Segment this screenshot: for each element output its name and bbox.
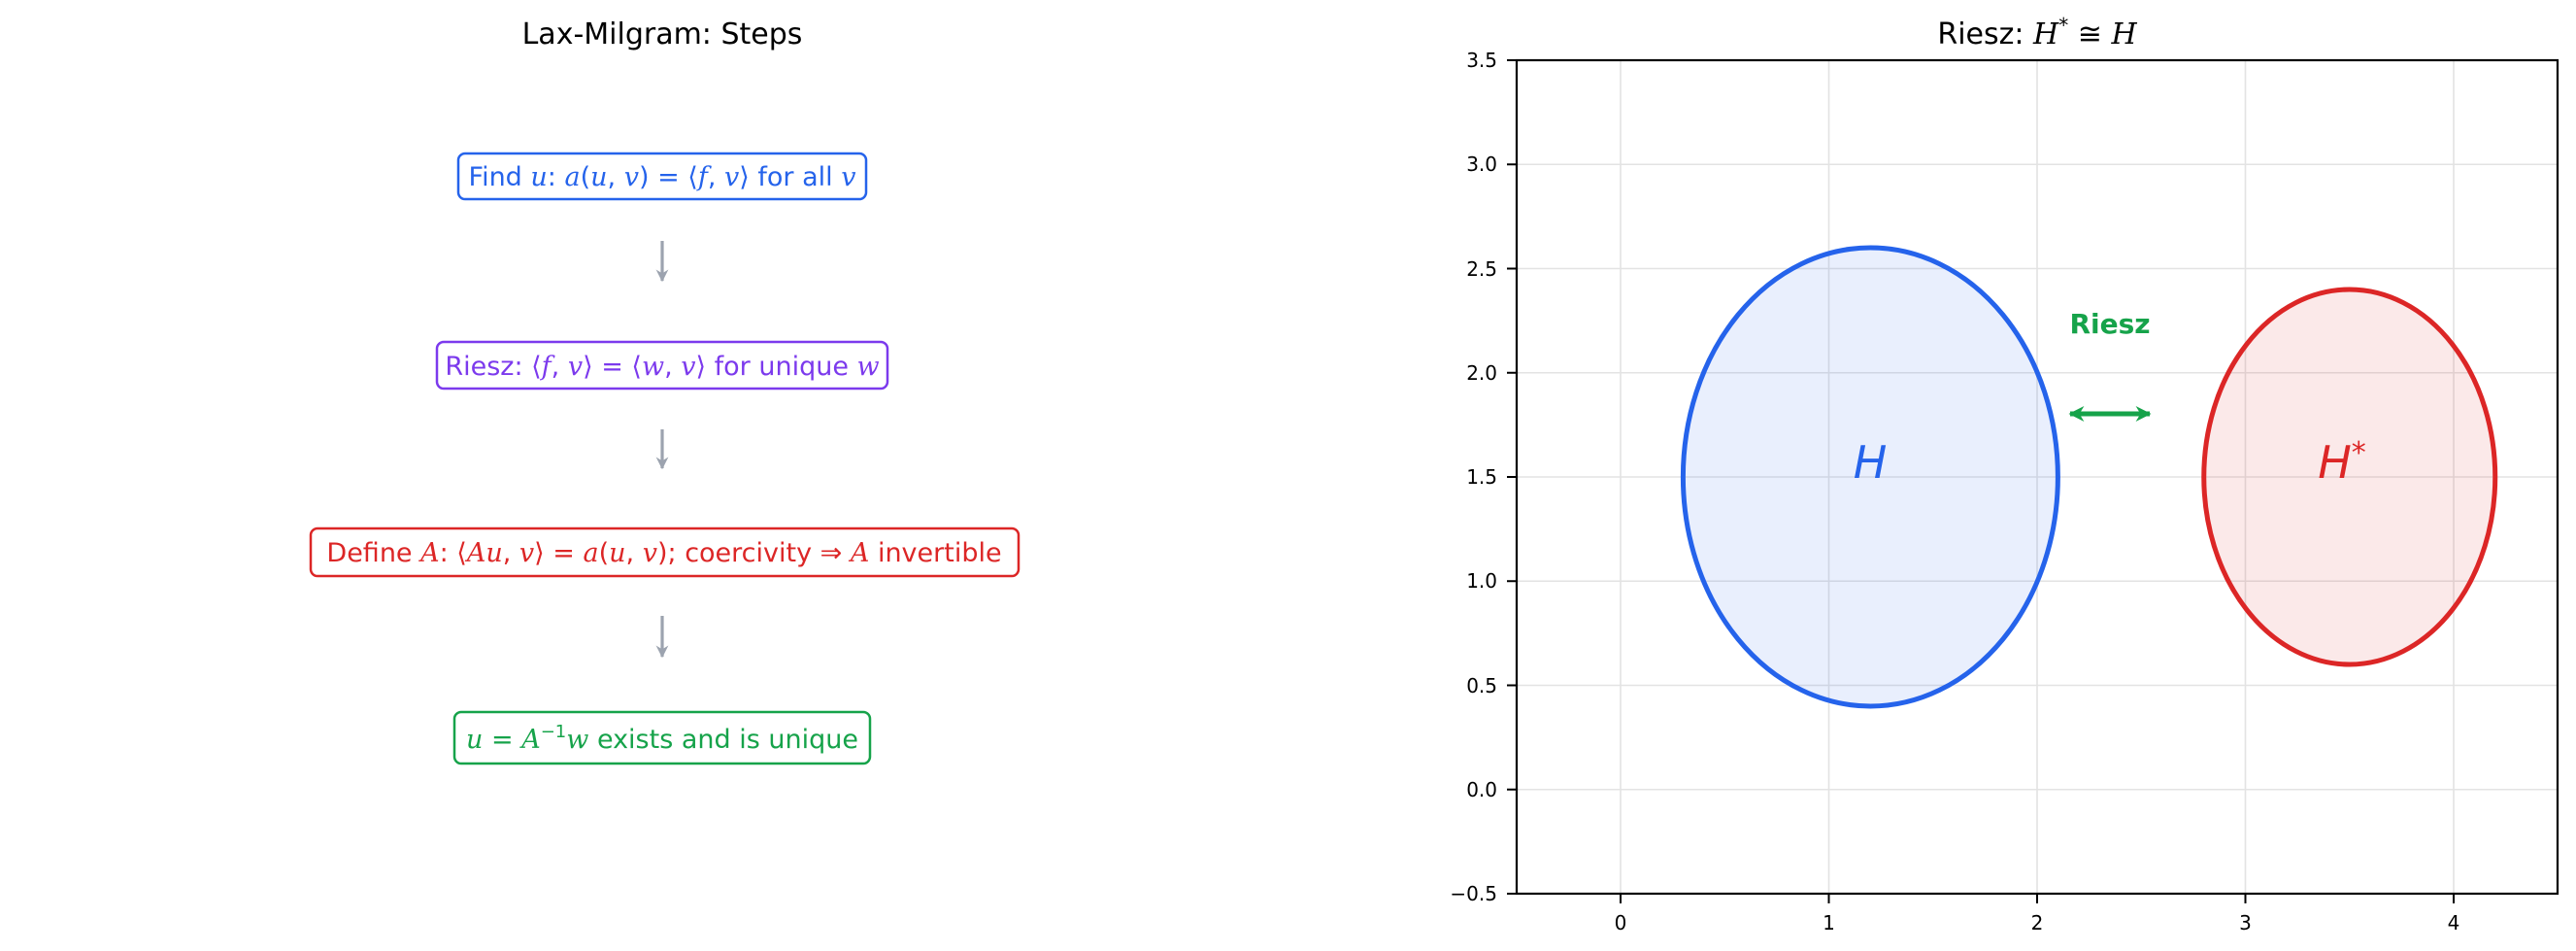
y-tick-label: 3.5 [1466,49,1497,72]
hilbert-space-ellipse [1680,245,2060,709]
dual-space-ellipse [2201,287,2498,667]
step-3-label: Define A: ⟨Au, v⟩ = a(u, v); coercivity … [326,538,1001,568]
y-tick-label: 2.5 [1466,257,1497,281]
flowchart-title: Lax-Milgram: Steps [522,17,803,51]
y-tick-label: −0.5 [1450,882,1497,905]
step-3-box: Define A: ⟨Au, v⟩ = a(u, v); coercivity … [309,526,1020,578]
x-tick-label: 1 [1823,911,1835,934]
y-tick-label: 0.5 [1466,674,1497,697]
x-tick-label: 4 [2448,911,2460,934]
step-1-box: Find u: a(u, v) = ⟨f, v⟩ for all v [456,152,868,201]
step-2-label: Riesz: ⟨f, v⟩ = ⟨w, v⟩ for unique w [445,352,879,382]
x-tick-label: 3 [2239,911,2252,934]
y-tick-label: 1.0 [1466,569,1497,593]
step-4-box: u = A−1w exists and is unique [452,710,872,765]
step-1-label: Find u: a(u, v) = ⟨f, v⟩ for all v [469,162,856,192]
y-tick-label: 2.0 [1466,361,1497,385]
y-axis: −0.5 0.0 0.5 1.0 1.5 2.0 2.5 3.0 3.5 [1450,49,1517,905]
riesz-map-label: Riesz [2069,308,2150,340]
y-tick-label: 1.5 [1466,465,1497,489]
step-2-box: Riesz: ⟨f, v⟩ = ⟨w, v⟩ for unique w [435,340,889,391]
x-tick-label: 2 [2031,911,2044,934]
x-tick-label: 0 [1615,911,1627,934]
step-4-label: u = A−1w exists and is unique [466,722,858,755]
x-axis: 0 1 2 3 4 [1615,894,2460,934]
flowchart-panel: Lax-Milgram: Steps Find u: a(u, v) = ⟨f,… [309,17,1020,765]
riesz-chart-panel: Riesz: H* ≅ H H H* Riesz [1450,14,2559,934]
y-tick-label: 3.0 [1466,153,1497,176]
y-tick-label: 0.0 [1466,778,1497,801]
chart-title: Riesz: H* ≅ H [1937,14,2137,51]
h-label: H [1854,436,1888,489]
